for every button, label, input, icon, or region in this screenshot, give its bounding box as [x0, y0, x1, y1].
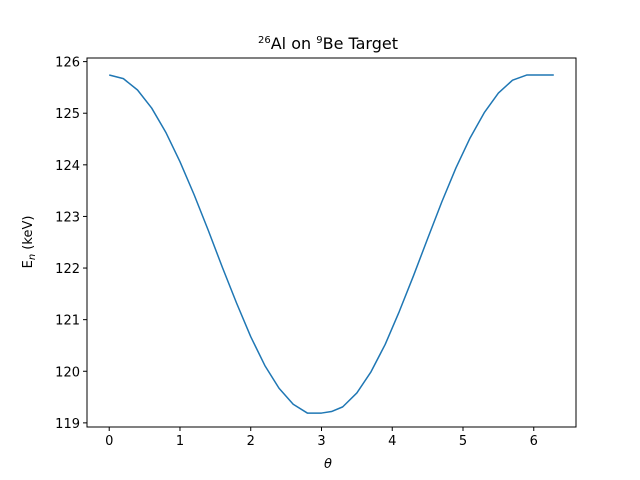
y-tick-label: 121 — [55, 314, 80, 329]
y-tick-label: 126 — [55, 56, 80, 71]
y-tick-label: 120 — [55, 365, 80, 380]
x-tick-label: 1 — [176, 434, 184, 449]
y-axis-label-unit: (keV) — [21, 216, 36, 254]
plot-area — [86, 57, 577, 428]
x-axis-ticks: 0 1 2 3 4 5 6 — [105, 427, 538, 449]
x-axis-label: θ — [324, 457, 332, 472]
y-tick-label: 124 — [55, 159, 80, 174]
axes-frame — [86, 57, 577, 428]
x-tick-label: 2 — [247, 434, 255, 449]
x-tick-label: 6 — [530, 434, 538, 449]
y-axis-ticks: 119 120 121 122 123 124 125 126 — [55, 56, 87, 432]
series-line-0 — [109, 74, 554, 414]
y-axis-label-subscript: n — [27, 254, 38, 260]
title-part-2: Be Target — [323, 34, 398, 53]
y-tick-label: 119 — [55, 417, 80, 432]
y-axis-label: En (keV) — [21, 216, 38, 269]
title-part-1: Al on — [271, 34, 317, 53]
x-tick-label: 3 — [317, 434, 325, 449]
y-axis-label-main: E — [21, 260, 36, 268]
y-tick-label: 122 — [55, 262, 80, 277]
y-tick-label: 125 — [55, 107, 80, 122]
title-superscript-2: 9 — [316, 35, 322, 46]
x-tick-label: 5 — [459, 434, 467, 449]
chart-title: 26Al on 9Be Target — [258, 34, 398, 53]
title-superscript-1: 26 — [258, 35, 271, 46]
x-tick-label: 0 — [105, 434, 113, 449]
y-tick-label: 123 — [55, 210, 80, 225]
x-tick-label: 4 — [388, 434, 396, 449]
